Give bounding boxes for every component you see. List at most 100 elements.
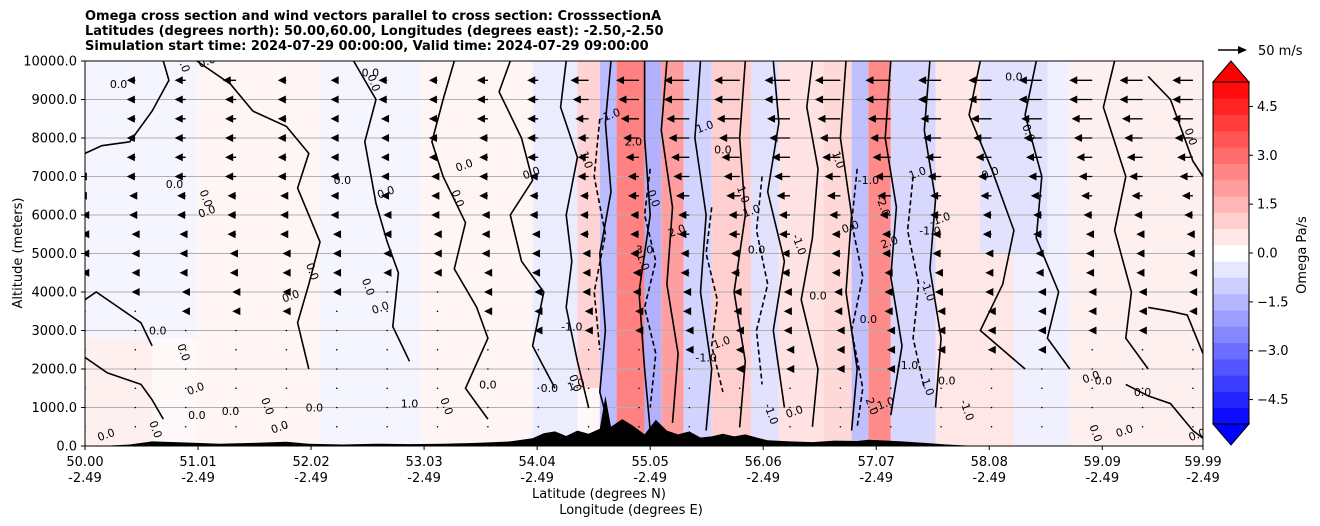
wind-vector-21-6: [1138, 307, 1147, 316]
colorbar-segment-13: [1213, 196, 1249, 213]
contour-label-36: 2.0: [625, 136, 643, 149]
contour-label-5: 0.0: [196, 203, 217, 221]
wind-vector-1-18: [126, 76, 136, 85]
wind-vector-12-13: [673, 172, 690, 181]
wind-vector-10-17: [572, 95, 589, 104]
contour-line-9: [638, 61, 652, 431]
wind-vector-9-12: [529, 191, 539, 200]
wind-vector-12-6: [683, 307, 692, 316]
wind-vector-20-13: [1078, 172, 1093, 181]
colorbar-segment-15: [1213, 163, 1249, 181]
wind-vector-4-2: [285, 387, 288, 390]
wind-vector-16-10: [882, 230, 891, 239]
wind-vector-16-5: [886, 326, 896, 335]
contour-label-9: 0.0: [188, 409, 206, 422]
wind-vector-13-1: [738, 406, 741, 409]
x-tick-lat-label-6: 56.06: [745, 455, 782, 470]
wind-vector-7-6: [436, 310, 439, 313]
wind-vector-6-11: [383, 210, 392, 220]
wind-vector-2-15: [174, 133, 186, 143]
wind-vector-7-9: [433, 249, 442, 258]
colorbar-extend-min: [1211, 423, 1251, 446]
wind-vector-16-8: [884, 268, 893, 277]
wind-vector-12-1: [688, 406, 691, 409]
wind-vector-15-13: [824, 172, 841, 181]
wind-vector-14-17: [764, 95, 790, 104]
wind-vector-5-3: [336, 368, 338, 370]
wind-vector-15-8: [831, 268, 841, 277]
wind-vector-19-12: [1030, 191, 1042, 200]
wind-vector-16-14: [872, 153, 891, 162]
x-tick-lon-label-7: -2.49: [859, 471, 893, 486]
wind-vector-17-5: [937, 326, 946, 335]
wind-vector-3-15: [225, 133, 237, 143]
wind-vector-19-14: [1025, 153, 1042, 162]
wind-vector-0-14: [78, 154, 85, 160]
wind-vector-19-13: [1028, 172, 1042, 181]
wind-vector-18-0: [990, 425, 993, 428]
y-tick-label-5: 5000.0: [32, 247, 78, 262]
wind-vector-13-15: [719, 133, 740, 143]
wind-vector-16-17: [865, 95, 891, 104]
wind-vector-12-17: [663, 95, 690, 104]
wind-vector-11-9: [630, 249, 639, 258]
wind-vector-16-11: [879, 210, 891, 220]
wind-vector-20-0: [1091, 425, 1094, 428]
contour-line-23: [1125, 383, 1203, 439]
wind-vector-21-2: [1141, 387, 1144, 390]
wind-vector-22-6: [1189, 307, 1198, 316]
contour-line-20: [1102, 61, 1149, 370]
wind-vector-18-2: [990, 387, 993, 390]
wind-vector-8-18: [476, 76, 488, 85]
x-tick-lat-label-0: 50.00: [66, 455, 103, 470]
y-tick-label-2: 2000.0: [32, 363, 78, 378]
wind-vector-20-12: [1081, 191, 1093, 200]
contour-label-24: 1.0: [401, 398, 419, 411]
colorbar-segment-12: [1213, 212, 1249, 230]
x-axis-label-longitude: Longitude (degrees E): [559, 503, 703, 518]
wind-vector-5-18: [330, 76, 339, 85]
wind-vector-10-12: [579, 191, 589, 200]
wind-vector-18-3: [990, 368, 993, 370]
wind-vector-21-15: [1124, 133, 1143, 143]
wind-vector-11-11: [630, 210, 639, 220]
wind-vector-5-2: [336, 387, 338, 390]
wind-vector-21-7: [1138, 287, 1147, 297]
wind-vector-17-4: [937, 345, 946, 354]
wind-vector-12-18: [663, 76, 690, 85]
wind-vector-1-8: [131, 268, 140, 277]
wind-vector-10-6: [584, 307, 593, 316]
wind-vector-20-6: [1088, 307, 1097, 316]
wind-vector-6-2: [386, 387, 388, 390]
x-tick-lat-label-8: 58.08: [971, 455, 1008, 470]
wind-vector-7-15: [428, 133, 438, 143]
x-tick-lat-label-4: 54.04: [519, 455, 556, 470]
wind-vector-5-4: [336, 348, 338, 351]
wind-vector-4-4: [285, 348, 288, 351]
wind-vector-21-10: [1136, 230, 1145, 239]
wind-vector-2-18: [174, 76, 186, 85]
chart-title-line-2: Latitudes (degrees north): 50.00,60.00, …: [85, 24, 664, 39]
x-tick-lon-label-8: -2.49: [972, 471, 1006, 486]
y-tick-label-6: 6000.0: [32, 209, 78, 224]
wind-vector-3-0: [235, 425, 237, 428]
wind-vector-7-18: [428, 76, 438, 85]
wind-vector-8-16: [476, 114, 488, 123]
wind-vector-14-7: [783, 287, 792, 297]
contour-label-60: -1.0: [897, 359, 918, 372]
contour-label-14: 0.0: [269, 418, 290, 436]
wind-vector-14-6: [783, 307, 792, 316]
wind-vector-11-3: [638, 368, 640, 370]
x-axis-ticks: 50.00-2.4951.01-2.4952.02-2.4953.03-2.49…: [66, 446, 1222, 486]
wind-vector-14-12: [776, 191, 790, 200]
wind-vector-20-3: [1091, 368, 1094, 370]
wind-vector-2-1: [184, 406, 187, 409]
terrain-layer: [85, 395, 1203, 446]
wind-vector-5-14: [330, 153, 339, 162]
contour-line-10: [660, 61, 679, 423]
x-tick-lat-label-5: 55.05: [632, 455, 669, 470]
wind-vector-7-0: [436, 425, 439, 428]
wind-vector-19-11: [1033, 210, 1042, 220]
wind-vector-10-4: [587, 348, 590, 351]
wind-vector-17-9: [932, 249, 942, 258]
